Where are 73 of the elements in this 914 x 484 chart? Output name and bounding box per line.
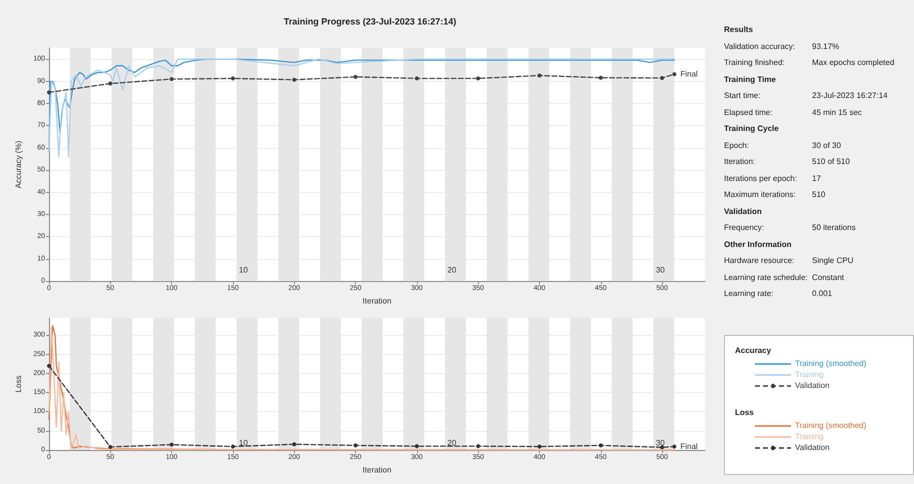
point [292,442,296,446]
annotation: 30 [656,438,666,448]
point [354,443,358,448]
text: Training Cycle [724,123,780,135]
annotation: Final [680,70,698,79]
legend-label: Training (smoothed) [795,359,866,368]
legend-label: Training [795,432,824,441]
point [292,78,296,82]
point [476,444,480,448]
point [598,76,603,80]
legend-label: Training (smoothed) [795,421,866,430]
text: Training Time [724,74,777,86]
point [414,444,419,448]
x-axis-title: Iteration [362,465,392,474]
point [672,444,676,449]
text: 0.001 [812,288,832,300]
point [660,76,664,80]
text: Frequency: [724,223,764,232]
point [170,442,174,447]
point [598,443,603,448]
text: 510 [812,189,826,201]
annotation: 10 [238,438,248,448]
point [537,74,542,78]
point [354,74,358,79]
text: Learning rate schedule: [724,272,808,282]
text: Iterations per epoch: [724,174,797,182]
x-axis-title: Iteration [362,296,392,306]
point [414,76,419,80]
annotation: 20 [447,438,457,448]
text: Single CPU [812,255,854,267]
annotation: 20 [447,266,457,274]
text: 45 min 15 sec [812,106,862,118]
text: Max epochs completed [812,57,894,69]
legend-label: Validation [795,381,830,390]
text: 23-Jul-2023 16:27:14 [812,90,888,102]
text: 510 of 510 [812,156,850,168]
point [230,444,235,449]
text: Maximum iterations: [724,190,796,199]
y-axis-title: Loss [14,376,23,392]
point [476,76,480,80]
text: Start time: [724,91,760,100]
point [108,444,112,449]
text: 17 [812,172,821,184]
text: 50 iterations [812,222,856,234]
text: Other Information [724,238,793,250]
point [47,90,51,94]
legend-title: Loss [735,408,755,417]
text: Validation [724,206,763,218]
text: Epoch: [724,140,749,150]
text: Constant [812,272,844,284]
text: Validation accuracy: [724,42,795,50]
annotation: 10 [238,266,248,274]
legend-label: Training [795,370,824,379]
text: Hardware resource: [724,256,794,265]
text: 93.17% [812,40,840,52]
text: Results [724,24,754,36]
annotation: 30 [656,266,666,274]
chart-title: Training Progress (23-Jul-2023 16:27:14) [284,16,456,26]
point [230,76,235,80]
annotation: Final [680,442,698,452]
text: Validation [795,443,830,452]
text: 30 of 30 [812,140,841,152]
point [170,77,174,82]
text: Iteration: [724,157,756,166]
legend-title: Accuracy [735,346,772,355]
text: Learning rate: [724,289,774,298]
point [672,72,676,76]
point [537,444,542,449]
text: Elapsed time: [724,108,772,116]
text: Training finished: [724,58,785,67]
point [108,82,112,86]
y-axis-title: Accuracy (%) [14,140,23,188]
point [47,364,51,368]
